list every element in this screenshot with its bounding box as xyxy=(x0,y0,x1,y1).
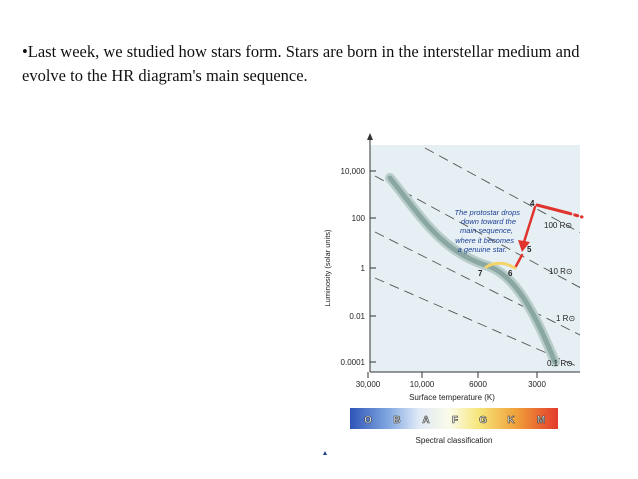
point-label-5: 5 xyxy=(527,245,532,254)
protostar-track xyxy=(484,203,584,270)
y-tick-1: 1 xyxy=(361,264,366,273)
y-tick-100: 100 xyxy=(352,214,366,223)
y-tick-10000: 10,000 xyxy=(341,167,366,176)
radius-line-10 xyxy=(374,175,580,289)
slide-bullet-text: •Last week, we studied how stars form. S… xyxy=(22,40,622,88)
point-label-7: 7 xyxy=(478,269,483,278)
spectral-class-a: A xyxy=(422,415,429,426)
x-tick-6000: 6000 xyxy=(469,380,487,389)
radius-label-100: 100 R⊙ xyxy=(544,221,572,230)
x-axis-label: Surface temperature (K) xyxy=(409,393,495,402)
radius-label-0.1: 0.1 R⊙ xyxy=(547,359,573,368)
annotation-line-5: a genuine star. xyxy=(458,245,507,254)
y-tick-0.0001: 0.0001 xyxy=(341,358,366,367)
spectral-class-f: F xyxy=(452,415,458,426)
annotation-line-3: main sequence, xyxy=(460,226,513,235)
point-label-4: 4 xyxy=(530,199,535,208)
spectral-class-k: K xyxy=(507,415,515,426)
small-marker-icon xyxy=(323,451,327,455)
x-tick-10000: 10,000 xyxy=(410,380,435,389)
x-tick-30000: 30,000 xyxy=(356,380,381,389)
y-axis-label: Luminosity (solar units) xyxy=(323,229,332,307)
annotation-line-1: The protostar drops xyxy=(455,208,521,217)
radius-label-1: 1 R⊙ xyxy=(556,314,575,323)
point-label-6: 6 xyxy=(508,269,513,278)
bullet-line-1: •Last week, we studied how stars form. S… xyxy=(22,42,580,61)
annotation-line-4: where it becomes xyxy=(455,236,514,245)
y-axis-arrow xyxy=(367,133,373,140)
spectral-class-m: M xyxy=(537,415,545,426)
spectral-bar xyxy=(350,408,558,429)
main-sequence-band xyxy=(385,173,560,367)
radius-line-1 xyxy=(374,231,580,336)
spectral-caption: Spectral classification xyxy=(416,436,493,445)
annotation-line-2: down toward the xyxy=(461,217,516,226)
spectral-class-o: O xyxy=(364,415,372,426)
y-tick-0.01: 0.01 xyxy=(349,312,365,321)
spectral-class-b: B xyxy=(393,415,400,426)
radius-label-10: 10 R⊙ xyxy=(549,267,573,276)
spectral-class-g: G xyxy=(479,415,487,426)
bullet-line-2: evolve to the HR diagram's main sequence… xyxy=(22,66,308,85)
x-tick-3000: 3000 xyxy=(528,380,546,389)
protostar-annotation: The protostar drops down toward the main… xyxy=(455,208,521,254)
